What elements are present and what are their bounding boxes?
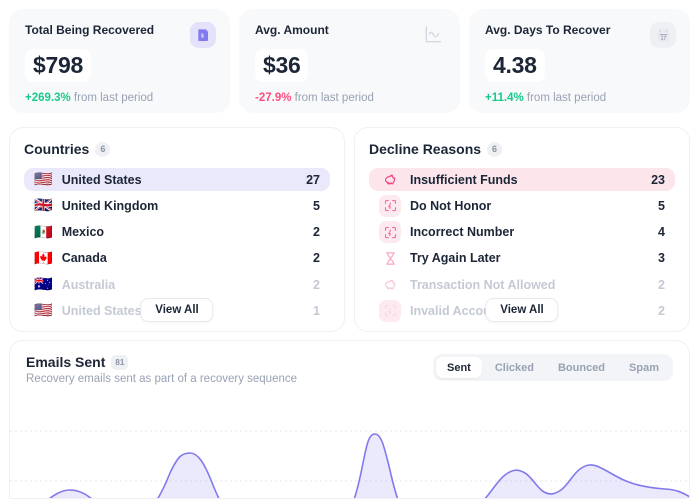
svg-text:17: 17 bbox=[660, 35, 666, 41]
